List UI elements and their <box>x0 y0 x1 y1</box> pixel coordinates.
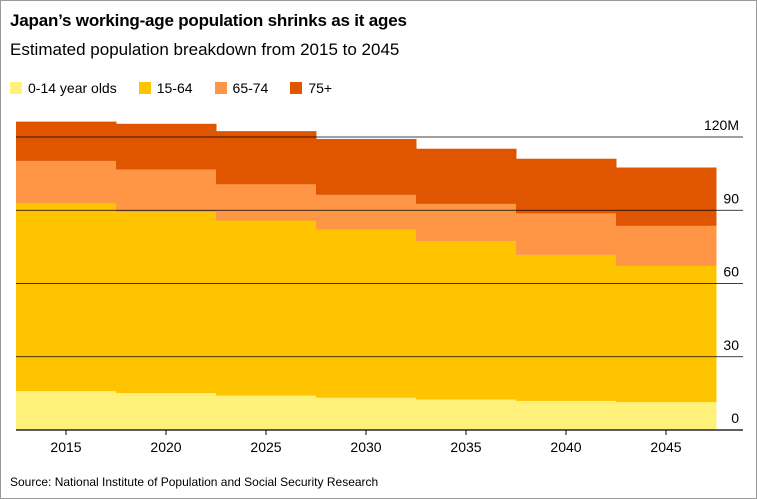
area-segment-15-64-2015 <box>16 203 117 392</box>
area-segment-65-74-2040 <box>516 213 617 255</box>
area-segment-65-74-2015 <box>16 160 117 204</box>
area-segment-65-74-2020 <box>116 169 217 213</box>
area-segment-0-14-year-olds-2035 <box>416 399 517 430</box>
area-segment-65-74-2030 <box>316 194 417 230</box>
chart-subtitle: Estimated population breakdown from 2015… <box>10 40 400 59</box>
legend-label-15-64: 15-64 <box>156 80 193 96</box>
area-segment-0-14-year-olds-2030 <box>316 397 417 430</box>
y-tick-label-60: 60 <box>723 264 739 280</box>
x-tick-label-2030: 2030 <box>350 439 381 455</box>
area-segment-65-74-2025 <box>216 184 317 221</box>
legend-item-0-14: 0-14 year olds <box>10 80 117 96</box>
area-segment-75--2045 <box>616 167 717 226</box>
area-segment-65-74-2045 <box>616 225 717 266</box>
area-segment-75--2025 <box>216 131 317 185</box>
source-note: Source: National Institute of Population… <box>10 475 379 489</box>
area-segment-15-64-2030 <box>316 229 417 398</box>
chart-title: Japan’s working-age population shrinks a… <box>10 11 407 30</box>
area-segment-75--2035 <box>416 148 517 204</box>
x-tick-label-2045: 2045 <box>650 439 681 455</box>
legend-swatch-65-74 <box>214 82 227 94</box>
legend-label-75-plus: 75+ <box>308 80 333 96</box>
area-segment-0-14-year-olds-2040 <box>516 400 617 430</box>
x-tick-label-2025: 2025 <box>250 439 281 455</box>
area-segment-75--2030 <box>316 138 417 195</box>
area-segment-0-14-year-olds-2020 <box>116 393 217 430</box>
x-tick-label-2040: 2040 <box>550 439 581 455</box>
area-segment-0-14-year-olds-2025 <box>216 395 317 430</box>
legend-item-75-plus: 75+ <box>290 80 332 96</box>
y-tick-label-90: 90 <box>723 190 739 206</box>
area-segment-75--2040 <box>516 158 617 214</box>
legend: 0-14 year olds 15-64 65-74 75+ <box>10 80 354 96</box>
area-segment-15-64-2035 <box>416 241 517 400</box>
y-tick-label-120: 120M <box>704 117 739 133</box>
legend-item-15-64: 15-64 <box>138 80 193 96</box>
x-tick-label-2020: 2020 <box>150 439 181 455</box>
x-tick-label-2035: 2035 <box>450 439 481 455</box>
area-segment-75--2020 <box>116 123 217 170</box>
area-segment-15-64-2025 <box>216 220 317 396</box>
area-segment-0-14-year-olds-2045 <box>616 402 717 430</box>
area-segment-15-64-2040 <box>516 254 617 401</box>
x-tick-label-2015: 2015 <box>50 439 81 455</box>
area-segment-0-14-year-olds-2015 <box>16 391 117 430</box>
y-tick-label-0: 0 <box>731 410 739 426</box>
legend-swatch-15-64 <box>138 82 151 94</box>
area-segment-75--2015 <box>16 121 117 161</box>
y-tick-label-30: 30 <box>723 337 739 353</box>
legend-swatch-0-14 <box>10 82 22 94</box>
area-segment-15-64-2045 <box>616 265 717 403</box>
legend-label-65-74: 65-74 <box>232 80 269 96</box>
legend-label-0-14: 0-14 year olds <box>28 80 117 96</box>
area-segment-15-64-2020 <box>116 212 217 394</box>
legend-item-65-74: 65-74 <box>214 80 269 96</box>
area-segment-65-74-2035 <box>416 203 517 242</box>
legend-swatch-75-plus <box>290 82 303 94</box>
